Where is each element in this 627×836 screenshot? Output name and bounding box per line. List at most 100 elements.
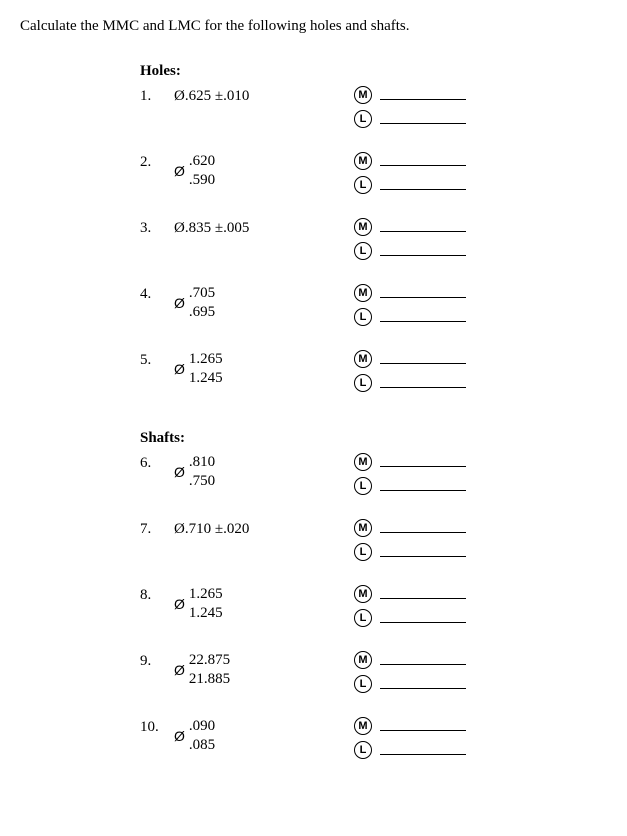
lmc-blank: L bbox=[354, 609, 466, 627]
answer-line bbox=[380, 378, 466, 388]
problem-number: 7. bbox=[140, 519, 174, 538]
mmc-blank: M bbox=[354, 350, 466, 368]
answer-line bbox=[380, 457, 466, 467]
lmc-icon: L bbox=[354, 609, 372, 627]
dimension: Ø.710 ±.020 bbox=[174, 519, 334, 538]
mmc-blank: M bbox=[354, 453, 466, 471]
lmc-blank: L bbox=[354, 374, 466, 392]
dimension: Ø 1.265 1.245 bbox=[174, 585, 334, 623]
mmc-blank: M bbox=[354, 651, 466, 669]
upper-limit: .705 bbox=[189, 284, 215, 303]
problem-row: 1. Ø.625 ±.010 M L bbox=[140, 86, 607, 130]
lower-limit: .695 bbox=[189, 303, 215, 322]
answer-line bbox=[380, 613, 466, 623]
diameter-icon: Ø bbox=[174, 728, 185, 744]
answer-line bbox=[380, 655, 466, 665]
lmc-icon: L bbox=[354, 110, 372, 128]
answer-line bbox=[380, 679, 466, 689]
lmc-blank: L bbox=[354, 308, 466, 326]
problem-row: 6. Ø .810 .750 M L bbox=[140, 453, 607, 497]
upper-limit: .810 bbox=[189, 453, 215, 472]
diameter-icon: Ø bbox=[174, 464, 185, 480]
problem-row: 5. Ø 1.265 1.245 M L bbox=[140, 350, 607, 394]
mmc-blank: M bbox=[354, 218, 466, 236]
mmc-icon: M bbox=[354, 86, 372, 104]
dimension: Ø .705 .695 bbox=[174, 284, 334, 322]
problem-row: 10. Ø .090 .085 M L bbox=[140, 717, 607, 761]
diameter-icon: Ø bbox=[174, 163, 185, 179]
dimension: Ø .620 .590 bbox=[174, 152, 334, 190]
answer-line bbox=[380, 114, 466, 124]
answer-line bbox=[380, 288, 466, 298]
mmc-icon: M bbox=[354, 453, 372, 471]
lmc-icon: L bbox=[354, 477, 372, 495]
problem-number: 5. bbox=[140, 350, 174, 369]
holes-header: Holes: bbox=[140, 63, 607, 80]
mmc-blank: M bbox=[354, 717, 466, 735]
lmc-icon: L bbox=[354, 374, 372, 392]
dimension: Ø.625 ±.010 bbox=[174, 86, 334, 105]
mmc-icon: M bbox=[354, 651, 372, 669]
upper-limit: .620 bbox=[189, 152, 215, 171]
answer-line bbox=[380, 721, 466, 731]
lmc-blank: L bbox=[354, 543, 466, 561]
mmc-icon: M bbox=[354, 585, 372, 603]
problem-number: 9. bbox=[140, 651, 174, 670]
lmc-icon: L bbox=[354, 675, 372, 693]
mmc-blank: M bbox=[354, 86, 466, 104]
lmc-blank: L bbox=[354, 675, 466, 693]
answer-line bbox=[380, 589, 466, 599]
upper-limit: .090 bbox=[189, 717, 215, 736]
problem-number: 4. bbox=[140, 284, 174, 303]
dimension: Ø.835 ±.005 bbox=[174, 218, 334, 237]
problem-row: 3. Ø.835 ±.005 M L bbox=[140, 218, 607, 262]
answer-line bbox=[380, 90, 466, 100]
answer-line bbox=[380, 312, 466, 322]
diameter-icon: Ø bbox=[174, 596, 185, 612]
mmc-icon: M bbox=[354, 218, 372, 236]
diameter-icon: Ø bbox=[174, 295, 185, 311]
answer-line bbox=[380, 246, 466, 256]
lower-limit: .085 bbox=[189, 736, 215, 755]
lower-limit: 1.245 bbox=[189, 604, 223, 623]
answer-line bbox=[380, 481, 466, 491]
dimension: Ø 22.875 21.885 bbox=[174, 651, 334, 689]
instruction-text: Calculate the MMC and LMC for the follow… bbox=[20, 18, 607, 35]
mmc-icon: M bbox=[354, 152, 372, 170]
mmc-icon: M bbox=[354, 717, 372, 735]
mmc-icon: M bbox=[354, 519, 372, 537]
upper-limit: 1.265 bbox=[189, 350, 223, 369]
lower-limit: 1.245 bbox=[189, 369, 223, 388]
lower-limit: .750 bbox=[189, 472, 215, 491]
problem-row: 7. Ø.710 ±.020 M L bbox=[140, 519, 607, 563]
answer-line bbox=[380, 180, 466, 190]
lower-limit: 21.885 bbox=[189, 670, 230, 689]
problem-row: 9. Ø 22.875 21.885 M L bbox=[140, 651, 607, 695]
answer-line bbox=[380, 354, 466, 364]
diameter-icon: Ø bbox=[174, 361, 185, 377]
answer-line bbox=[380, 745, 466, 755]
lmc-icon: L bbox=[354, 741, 372, 759]
lmc-blank: L bbox=[354, 176, 466, 194]
lower-limit: .590 bbox=[189, 171, 215, 190]
lmc-icon: L bbox=[354, 242, 372, 260]
upper-limit: 22.875 bbox=[189, 651, 230, 670]
problem-number: 8. bbox=[140, 585, 174, 604]
problem-row: 8. Ø 1.265 1.245 M L bbox=[140, 585, 607, 629]
problem-number: 6. bbox=[140, 453, 174, 472]
mmc-blank: M bbox=[354, 284, 466, 302]
mmc-blank: M bbox=[354, 519, 466, 537]
answer-line bbox=[380, 523, 466, 533]
lmc-icon: L bbox=[354, 176, 372, 194]
lmc-icon: L bbox=[354, 543, 372, 561]
upper-limit: 1.265 bbox=[189, 585, 223, 604]
dimension: Ø .810 .750 bbox=[174, 453, 334, 491]
dimension: Ø .090 .085 bbox=[174, 717, 334, 755]
mmc-icon: M bbox=[354, 284, 372, 302]
mmc-blank: M bbox=[354, 152, 466, 170]
dimension: Ø 1.265 1.245 bbox=[174, 350, 334, 388]
answer-line bbox=[380, 222, 466, 232]
problem-row: 4. Ø .705 .695 M L bbox=[140, 284, 607, 328]
diameter-icon: Ø bbox=[174, 662, 185, 678]
mmc-blank: M bbox=[354, 585, 466, 603]
